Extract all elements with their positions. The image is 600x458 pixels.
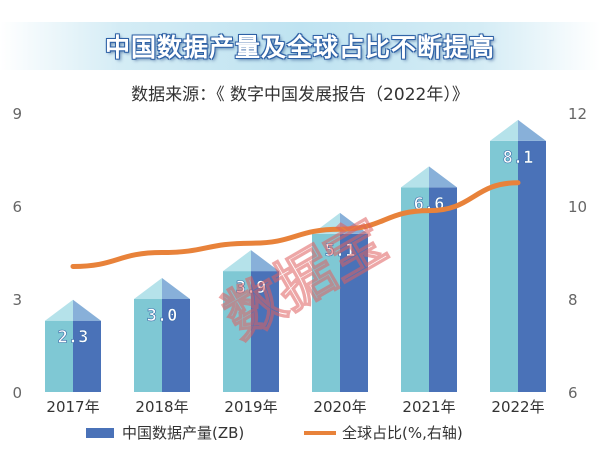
title-banner xyxy=(0,22,600,70)
legend-label-line: 全球占比(%,右轴) xyxy=(342,424,463,442)
legend: 中国数据产量(ZB) 全球占比(%,右轴) xyxy=(86,424,463,442)
chart-title: 中国数据产量及全球占比不断提高 xyxy=(104,33,495,62)
y-left-tick-label: 9 xyxy=(12,105,22,123)
bar-side xyxy=(340,233,368,392)
bar-data-label: 5.1 xyxy=(325,241,356,261)
y-right-tick-label: 10 xyxy=(568,198,587,216)
bar-top-left xyxy=(223,250,251,272)
bar-group: 2.3 xyxy=(45,299,101,392)
x-tick-label: 2020年 xyxy=(313,398,366,416)
bar-data-label: 8.1 xyxy=(503,148,534,168)
bar-front xyxy=(45,320,73,392)
bar-top-left xyxy=(401,166,429,188)
y-right-tick-label: 12 xyxy=(568,105,587,123)
bar-data-label: 3.9 xyxy=(236,278,267,298)
y-left-tick-label: 6 xyxy=(12,198,22,216)
bar-group: 6.6 xyxy=(401,166,457,392)
bar-top-left xyxy=(45,299,73,321)
bar-side xyxy=(518,140,546,392)
x-tick-label: 2021年 xyxy=(402,398,455,416)
y-left-tick-label: 3 xyxy=(12,291,22,309)
bar-front xyxy=(401,187,429,392)
watermark-text: 数据宝 xyxy=(213,206,398,352)
x-tick-label: 2022年 xyxy=(491,398,544,416)
bar-top-right xyxy=(251,250,279,272)
bar-top-right xyxy=(518,119,546,141)
bar-data-label: 3.0 xyxy=(147,306,178,326)
bar-side xyxy=(162,299,190,392)
chart-subtitle: 数据来源：《 数字中国发展报告（2022年）》 xyxy=(131,85,469,105)
bar-side xyxy=(251,271,279,392)
bar-top-right xyxy=(162,278,190,299)
bar-group: 8.1 xyxy=(490,119,546,392)
bar-group: 3.9 xyxy=(223,250,279,392)
bar-side xyxy=(429,187,457,392)
legend-label-bar: 中国数据产量(ZB) xyxy=(122,424,244,442)
y-left-tick-label: 0 xyxy=(12,384,22,402)
bar-front xyxy=(223,271,251,392)
x-tick-label: 2019年 xyxy=(224,398,277,416)
bar-top-left xyxy=(490,119,518,141)
y-right-tick-label: 8 xyxy=(568,291,578,309)
x-tick-label: 2018年 xyxy=(135,398,188,416)
series-line-share xyxy=(70,180,521,269)
bar-top-right xyxy=(73,299,101,321)
x-tick-label: 2017年 xyxy=(46,398,99,416)
bar-front xyxy=(134,299,162,392)
bar-front xyxy=(490,140,518,392)
legend-swatch-bar xyxy=(86,428,114,438)
bar-data-label: 2.3 xyxy=(58,328,89,348)
y-right-tick-label: 6 xyxy=(568,384,578,402)
bar-top-left xyxy=(134,278,162,299)
bar-side xyxy=(73,320,101,392)
bar-front xyxy=(312,233,340,392)
bar-group: 3.0 xyxy=(134,278,190,392)
bar-top-right xyxy=(429,166,457,188)
